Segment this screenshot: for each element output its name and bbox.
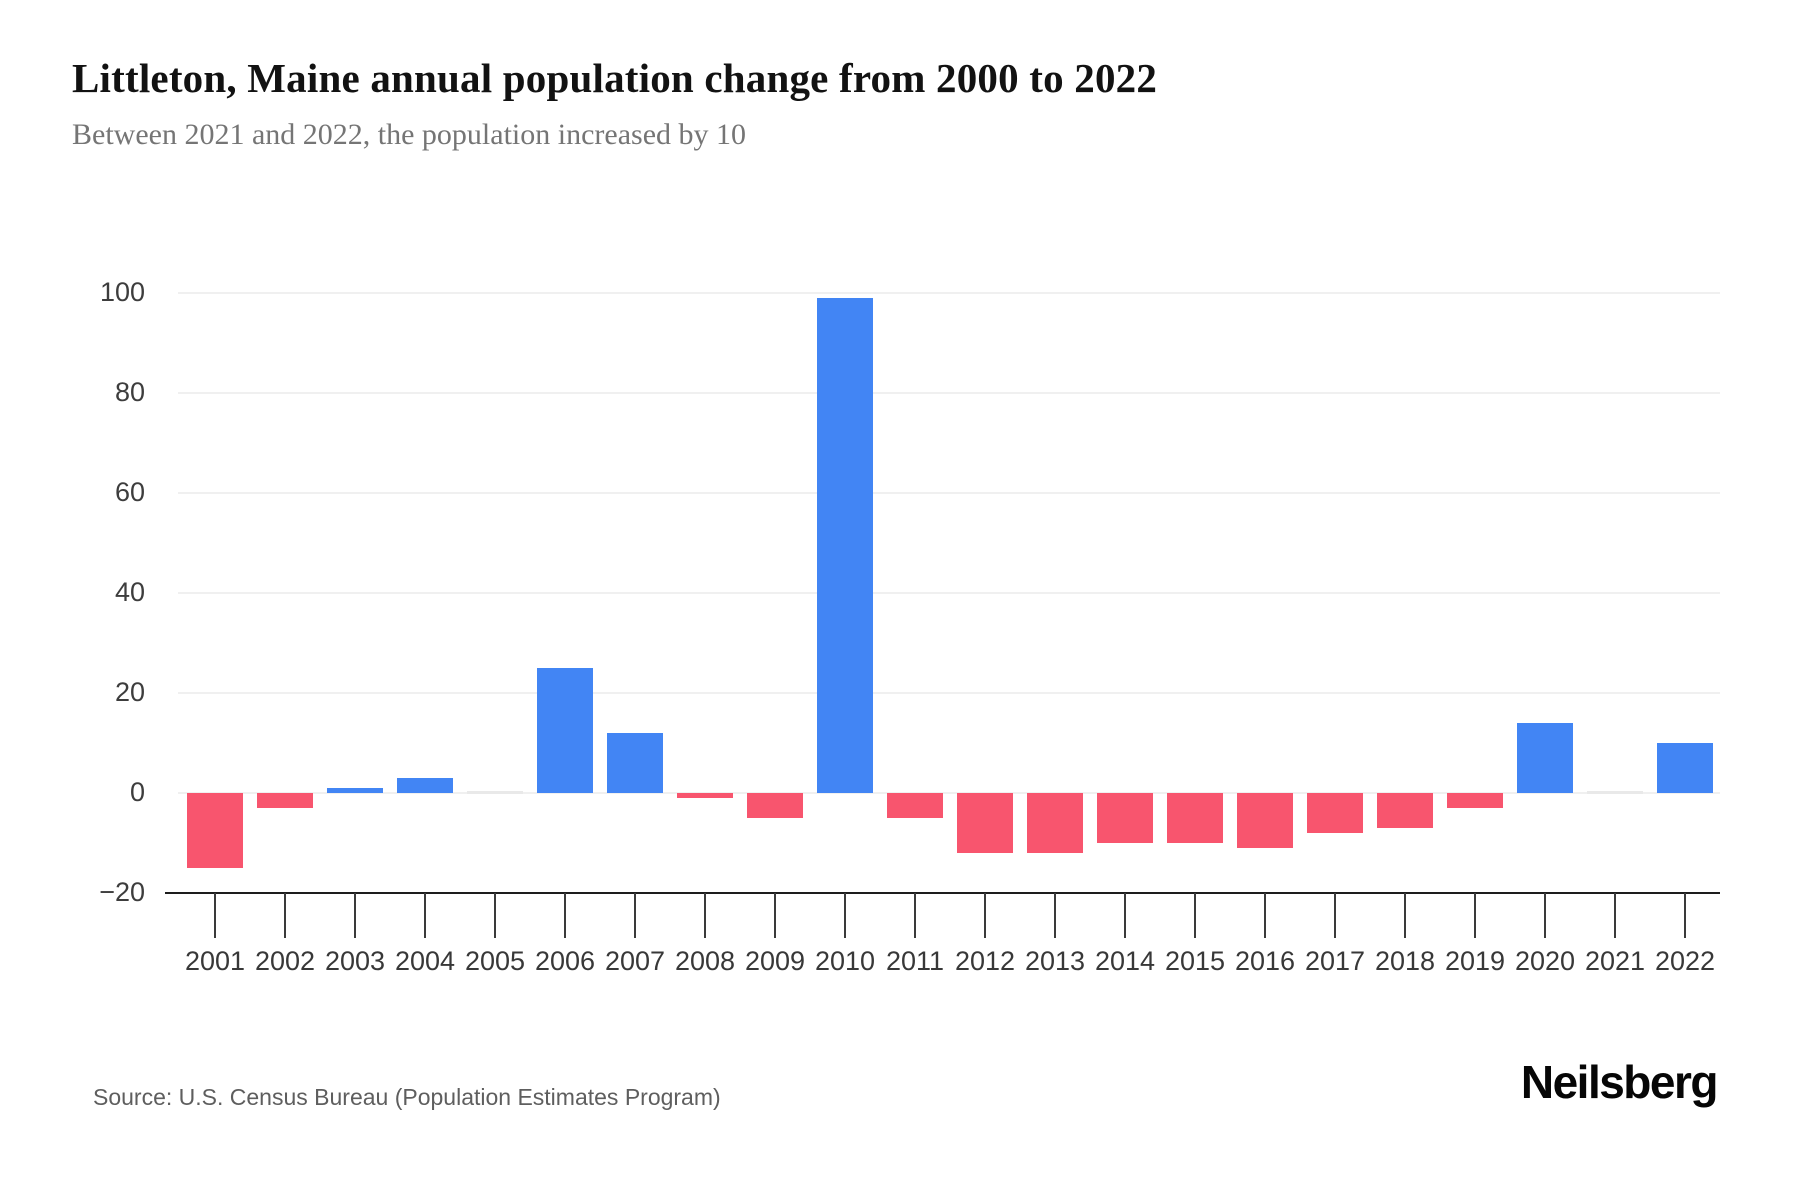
bar-2005	[467, 791, 523, 794]
bar-2014	[1097, 793, 1153, 843]
gridline-80	[178, 392, 1720, 394]
bar-2007	[607, 733, 663, 793]
x-axis-tick	[984, 893, 986, 938]
x-axis-tick	[354, 893, 356, 938]
bar-2011	[887, 793, 943, 818]
x-axis-tick-label: 2015	[1164, 946, 1226, 976]
x-axis-tick	[634, 893, 636, 938]
y-axis-tick-label: −20	[99, 877, 145, 907]
bar-2006	[537, 668, 593, 793]
bar-2015	[1167, 793, 1223, 843]
x-axis-tick	[214, 893, 216, 938]
bar-2008	[677, 793, 733, 798]
x-axis-tick	[1684, 893, 1686, 938]
x-axis-tick	[1334, 893, 1336, 938]
gridline-40	[178, 592, 1720, 594]
x-axis-tick	[1194, 893, 1196, 938]
x-axis-tick-label: 2012	[954, 946, 1016, 976]
chart-subtitle: Between 2021 and 2022, the population in…	[72, 118, 747, 151]
x-axis-tick	[1124, 893, 1126, 938]
x-axis-tick-label: 2011	[885, 946, 945, 976]
source-note: Source: U.S. Census Bureau (Population E…	[93, 1084, 721, 1110]
y-axis-tick-label: 20	[114, 677, 145, 707]
x-axis-tick	[844, 893, 846, 938]
x-axis-tick-label: 2021	[1584, 946, 1646, 976]
x-axis-tick	[774, 893, 776, 938]
gridline-20	[178, 692, 1720, 694]
x-axis-tick-label: 2001	[184, 946, 246, 976]
x-axis-tick-label: 2007	[604, 946, 666, 976]
y-axis-tick-label: 0	[129, 777, 145, 807]
x-axis-tick	[1614, 893, 1616, 938]
brand-logo: Neilsberg	[1520, 1056, 1719, 1108]
chart-title: Littleton, Maine annual population chang…	[72, 55, 1158, 101]
bar-2003	[327, 788, 383, 793]
x-axis-tick	[704, 893, 706, 938]
y-axis-tick-label: 100	[99, 277, 145, 307]
bar-2022	[1657, 743, 1713, 793]
x-axis-tick-label: 2006	[534, 946, 596, 976]
x-axis-tick-label: 2022	[1654, 946, 1716, 976]
x-axis-tick	[1404, 893, 1406, 938]
y-axis-tick-label: 80	[114, 377, 145, 407]
x-axis-tick-label: 2008	[674, 946, 736, 976]
bar-2010	[817, 298, 873, 793]
gridline-100	[178, 292, 1720, 294]
x-axis-tick	[494, 893, 496, 938]
gridline-0	[178, 792, 1720, 794]
bar-2020	[1517, 723, 1573, 793]
x-axis-tick-label: 2009	[744, 946, 806, 976]
x-axis-tick-label: 2005	[464, 946, 526, 976]
y-axis-tick-label: 60	[114, 477, 145, 507]
x-axis-tick-label: 2003	[324, 946, 386, 976]
x-axis-tick-label: 2014	[1094, 946, 1156, 976]
bar-2019	[1447, 793, 1503, 808]
x-axis-tick-label: 2020	[1514, 946, 1576, 976]
x-axis-tick-label: 2013	[1024, 946, 1086, 976]
x-axis-tick	[564, 893, 566, 938]
x-axis-tick	[1474, 893, 1476, 938]
x-axis-tick-label: 2002	[254, 946, 316, 976]
bar-2021	[1587, 791, 1643, 794]
bar-2013	[1027, 793, 1083, 853]
bar-2009	[747, 793, 803, 818]
bar-2001	[187, 793, 243, 868]
x-axis-tick	[424, 893, 426, 938]
bar-2018	[1377, 793, 1433, 828]
bar-2004	[397, 778, 453, 793]
x-axis-tick-label: 2017	[1304, 946, 1366, 976]
bar-2002	[257, 793, 313, 808]
gridline-60	[178, 492, 1720, 494]
x-axis-tick	[914, 893, 916, 938]
x-axis-tick	[1544, 893, 1546, 938]
x-axis-tick-label: 2004	[394, 946, 456, 976]
x-axis-tick	[284, 893, 286, 938]
y-axis-tick-label: 40	[114, 577, 145, 607]
bar-2012	[957, 793, 1013, 853]
x-axis-tick	[1054, 893, 1056, 938]
x-axis-tick-label: 2019	[1444, 946, 1506, 976]
x-axis-tick-label: 2010	[814, 946, 876, 976]
x-axis-tick	[1264, 893, 1266, 938]
x-axis-line	[165, 892, 1720, 894]
x-axis-tick-label: 2016	[1234, 946, 1296, 976]
bar-2017	[1307, 793, 1363, 833]
x-axis-tick-label: 2018	[1374, 946, 1436, 976]
bar-2016	[1237, 793, 1293, 848]
